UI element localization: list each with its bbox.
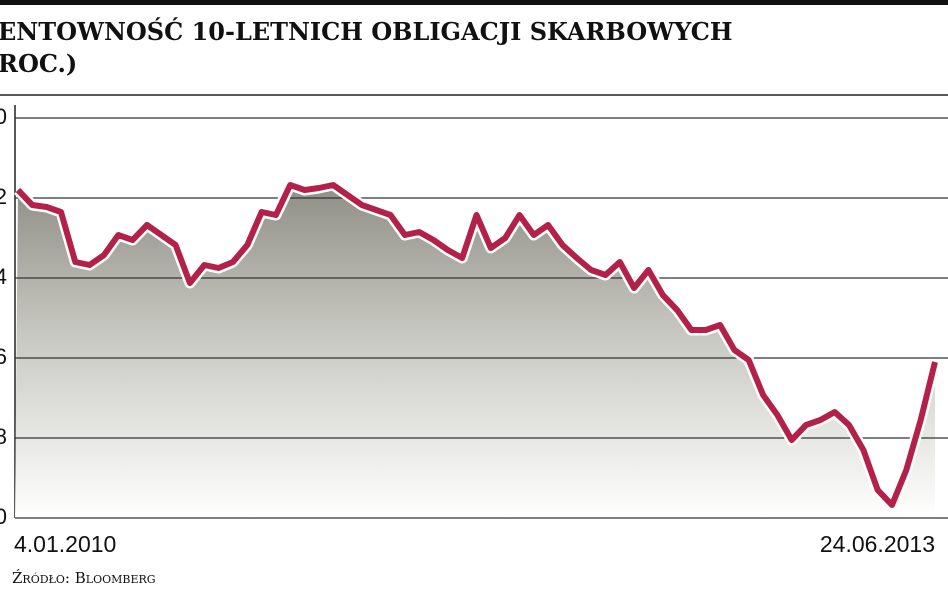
y-tick-label: 3,0 [0,504,7,529]
y-tick-label: 6,2 [0,184,7,209]
y-tick-label: 3,8 [0,424,7,449]
chart-title: ENTOWNOŚĆ 10-LETNICH OBLIGACJI SKARBOWYC… [0,17,733,46]
x-tick-label: 4.01.2010 [14,531,116,557]
y-tick-label: 5,4 [0,264,7,289]
area [15,185,935,518]
line [15,182,938,508]
x-tick-label: 24.06.2013 [820,531,935,557]
chart-subtitle: ROC.) [0,49,77,78]
y-tick-label: 7,0 [0,104,7,129]
top-bar [0,0,948,5]
source: Źródło: Bloomberg [12,569,156,587]
y-tick-label: 4,6 [0,344,7,369]
